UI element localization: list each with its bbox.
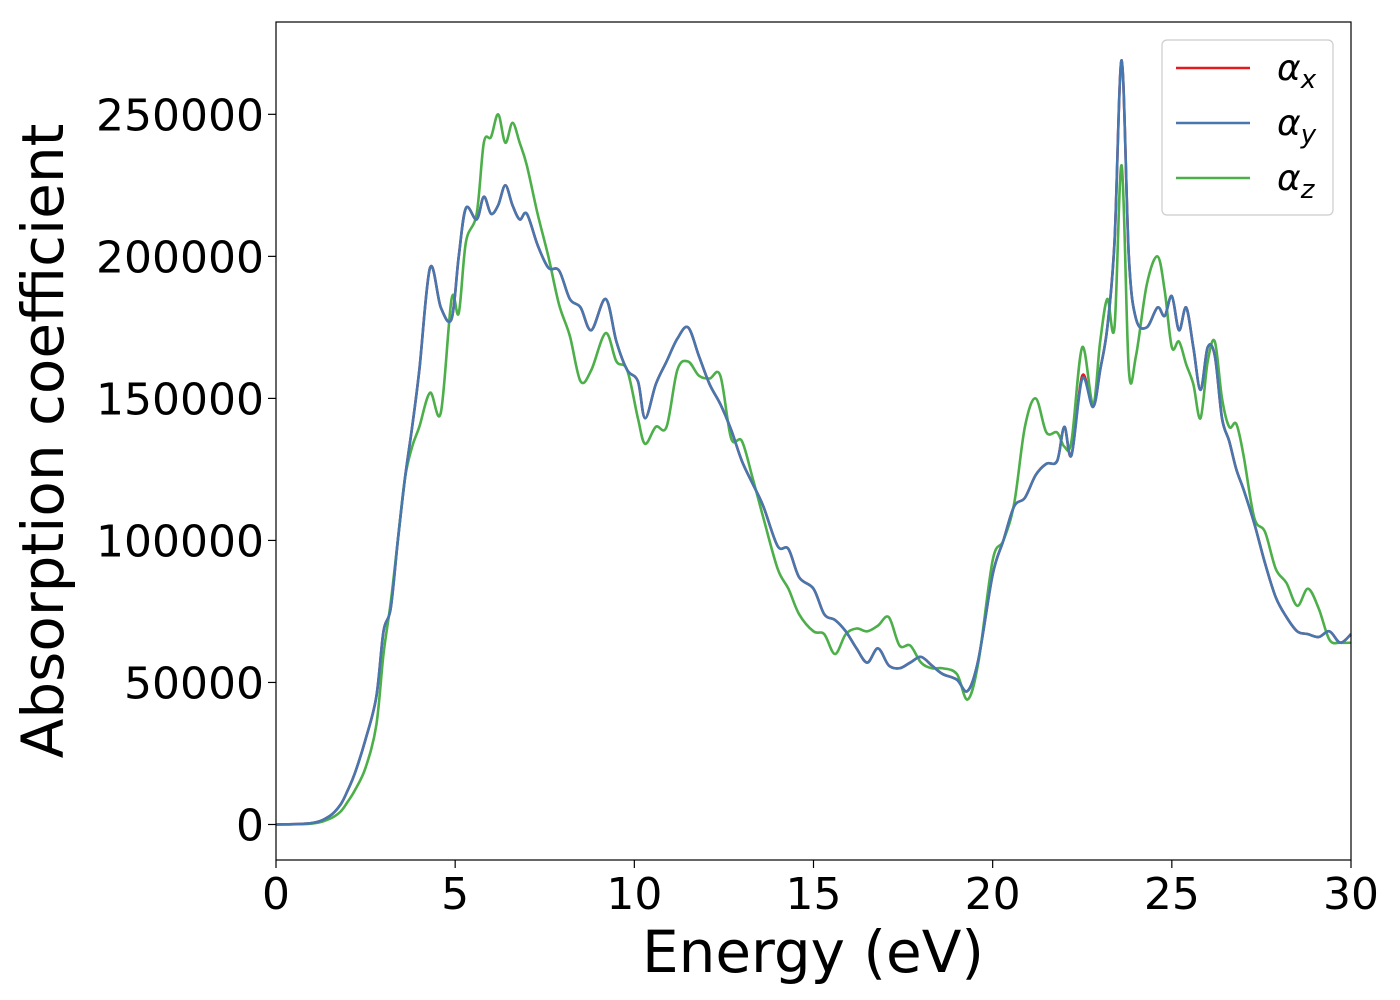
y-tick-label: 100000	[96, 516, 264, 567]
x-tick-label: 5	[441, 869, 469, 920]
y-axis-label: Absorption coefficient	[9, 124, 77, 759]
x-tick-label: 0	[262, 869, 290, 920]
legend-label-x: αx	[1277, 48, 1317, 95]
x-axis-label: Energy (eV)	[642, 918, 984, 986]
legend-box	[1161, 39, 1334, 216]
y-tick-label: 200000	[96, 232, 264, 283]
y-axis: 0 50000 100000 150000 200000 250000	[96, 90, 276, 851]
series-layer	[275, 59, 1352, 826]
series-line-y	[275, 59, 1352, 826]
legend-label-y: αy	[1277, 103, 1317, 150]
x-tick-label: 30	[1323, 869, 1379, 920]
y-tick-label: 50000	[124, 658, 264, 709]
y-tick-label: 0	[236, 800, 264, 851]
legend-label-z: αz	[1277, 158, 1316, 205]
series-line-z	[275, 113, 1352, 826]
x-tick-label: 10	[606, 869, 662, 920]
y-tick-label: 250000	[96, 90, 264, 141]
x-tick-label: 15	[786, 869, 842, 920]
x-tick-label: 20	[965, 869, 1021, 920]
y-tick-label: 150000	[96, 374, 264, 425]
legend: αx αy αz	[1161, 39, 1334, 216]
x-axis: 0 5 10 15 20 25 30	[262, 860, 1379, 920]
x-tick-label: 25	[1144, 869, 1200, 920]
